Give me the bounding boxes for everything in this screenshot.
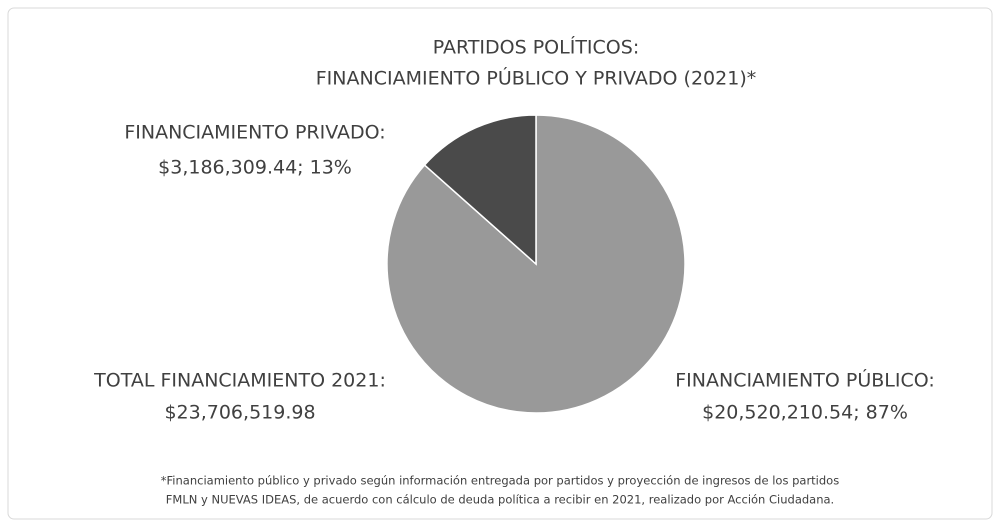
slice-label: FINANCIAMIENTO PÚBLICO: <box>675 368 935 392</box>
pie-slice <box>423 114 537 266</box>
slice-label: FINANCIAMIENTO PRIVADO: <box>124 122 385 144</box>
chart-title: PARTIDOS POLÍTICOS: <box>433 36 639 59</box>
slice-value-label: $20,520,210.54; 87% <box>702 402 908 424</box>
footnote: *Financiamiento público y privado según … <box>161 474 839 488</box>
footnote: FMLN y NUEVAS IDEAS, de acuerdo con cálc… <box>166 493 834 507</box>
total-value: $23,706,519.98 <box>164 402 315 424</box>
slice-value-label: $3,186,309.44; 13% <box>158 157 352 179</box>
chart-title: FINANCIAMIENTO PÚBLICO Y PRIVADO (2021)* <box>316 66 756 90</box>
total-label: TOTAL FINANCIAMIENTO 2021: <box>93 370 386 392</box>
